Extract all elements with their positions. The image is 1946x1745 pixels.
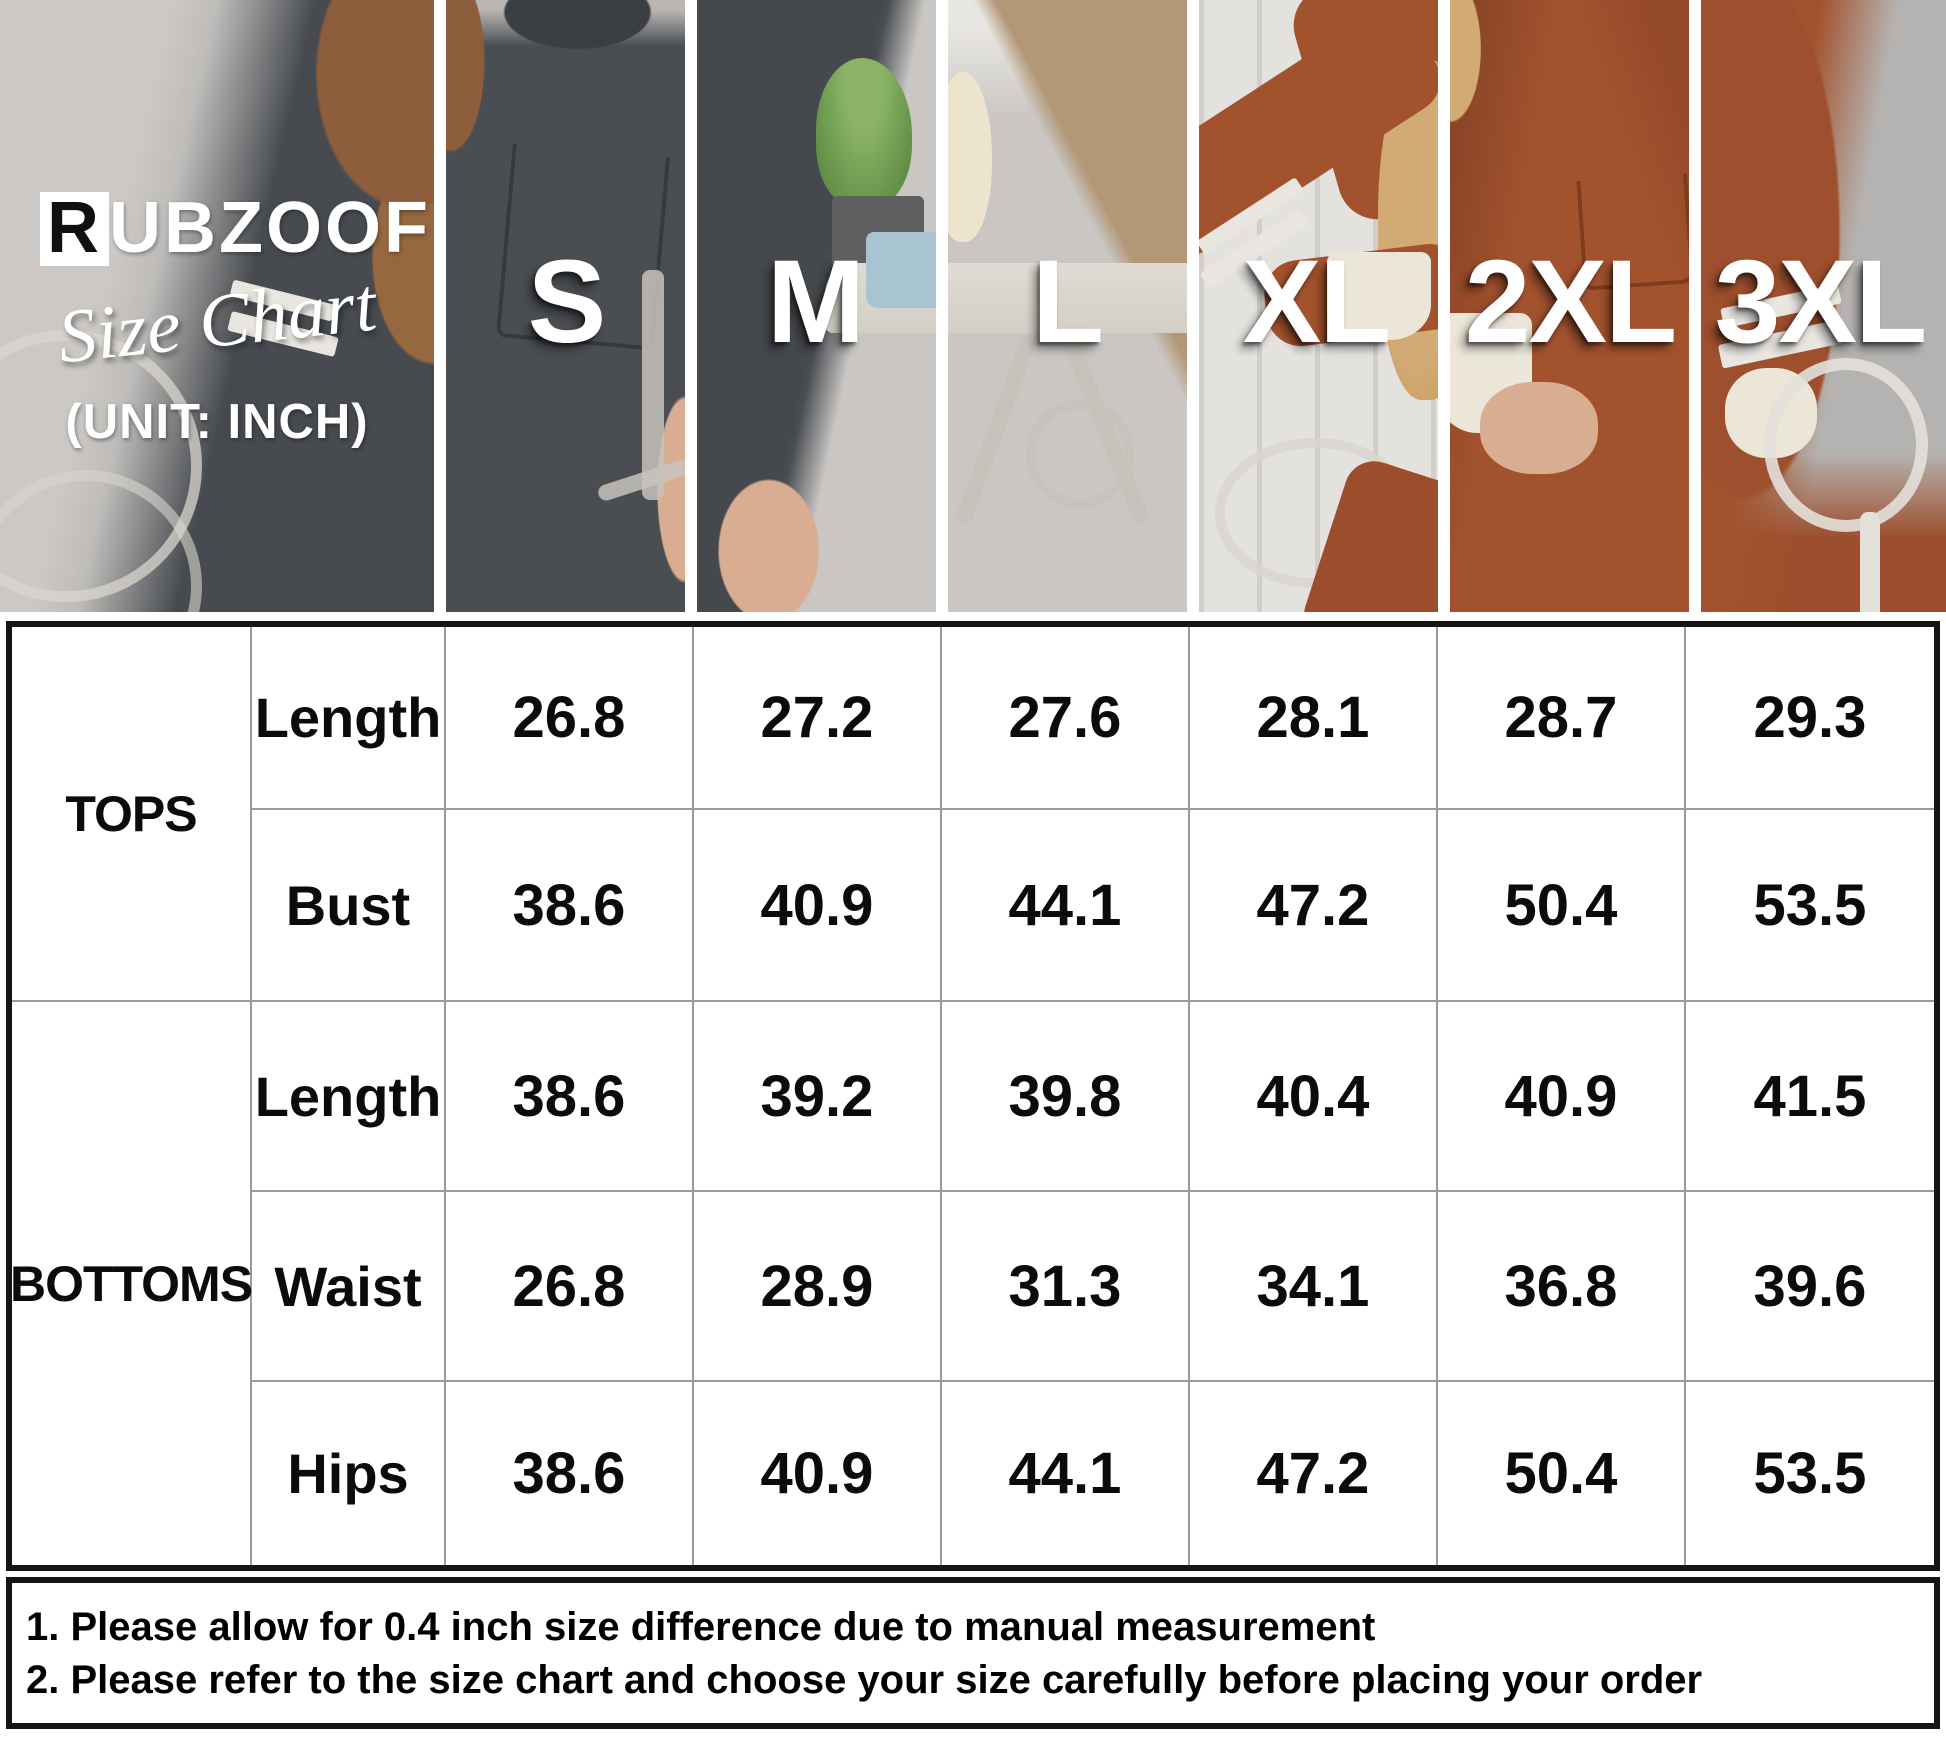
group-label-bottoms: BOTTOMS [10, 1002, 253, 1565]
note-line-2: 2. Please refer to the size chart and ch… [26, 1657, 1703, 1702]
row-label-tops-bust: Bust [252, 810, 446, 1002]
table-cell: 50.4 [1438, 810, 1686, 1002]
row-label-bottoms-length: Length [252, 1002, 446, 1192]
group-label-tops: TOPS [12, 627, 252, 1002]
table-cell: 36.8 [1438, 1192, 1686, 1382]
table-cell: 39.2 [694, 1002, 942, 1192]
plant-shape [816, 58, 912, 208]
cream-mug-shape [1327, 252, 1431, 340]
table-cell: 26.8 [446, 1192, 694, 1382]
table-scroll-shape [1026, 400, 1134, 508]
table-cell: 38.6 [446, 1382, 694, 1565]
photo-strip-3xl [1701, 0, 1946, 612]
table-cell: 41.5 [1686, 1002, 1934, 1192]
size-label-3xl: 3XL [1714, 236, 1927, 368]
size-label-xl: XL [1242, 236, 1392, 368]
brand-logo: RUBZOOF [40, 192, 431, 266]
table-cell: 28.1 [1190, 627, 1438, 810]
photo-strip-s [446, 0, 685, 612]
table-cell: 29.3 [1686, 627, 1934, 810]
table-cell: 26.8 [446, 627, 694, 810]
size-label-m: M [766, 236, 865, 368]
row-label-bottoms-hips: Hips [252, 1382, 446, 1565]
brand-first-letter: R [40, 192, 109, 266]
chair-ring-shape [1764, 358, 1928, 532]
table-cell: 34.1 [1190, 1192, 1438, 1382]
blue-mug-shape [866, 232, 936, 308]
row-label-tops-length: Length [252, 627, 446, 810]
table-cell: 53.5 [1686, 1382, 1934, 1565]
table-cell: 31.3 [942, 1192, 1190, 1382]
vase-shape [948, 72, 992, 242]
size-label-s: S [527, 236, 607, 368]
table-cell: 27.6 [942, 627, 1190, 810]
note-line-1: 1. Please allow for 0.4 inch size differ… [26, 1605, 1376, 1649]
table-cell: 40.4 [1190, 1002, 1438, 1192]
photo-band: RUBZOOF Size Chart (UNIT: INCH) [0, 0, 1946, 612]
table-cell: 39.6 [1686, 1192, 1934, 1382]
size-table: TOPS BOTTOMS Length 26.8 27.2 27.6 28.1 … [6, 621, 1940, 1571]
row-label-bottoms-waist: Waist [252, 1192, 446, 1382]
unit-label: (UNIT: INCH) [65, 395, 369, 449]
table-cell: 47.2 [1190, 810, 1438, 1002]
chair-post-shape [642, 270, 664, 500]
table-cell: 44.1 [942, 1382, 1190, 1565]
photo-strip-m [697, 0, 936, 612]
table-cell: 53.5 [1686, 810, 1934, 1002]
photo-strip-brand: RUBZOOF Size Chart (UNIT: INCH) [0, 0, 434, 612]
table-cell: 47.2 [1190, 1382, 1438, 1565]
hand-shape [1480, 382, 1598, 474]
table-cell: 28.9 [694, 1192, 942, 1382]
chair-post-shape [1860, 512, 1880, 612]
brand-tagline: Size Chart [54, 262, 380, 380]
chair-arm-shape [596, 453, 685, 503]
size-label-l: L [1031, 236, 1104, 368]
table-cell: 38.6 [446, 810, 694, 1002]
photo-strip-l [948, 0, 1187, 612]
size-label-2xl: 2XL [1464, 236, 1677, 368]
table-cell: 40.9 [694, 810, 942, 1002]
table-cell: 44.1 [942, 810, 1190, 1002]
table-leg-shape [954, 333, 1038, 527]
table-cell: 28.7 [1438, 627, 1686, 810]
photo-strip-2xl [1450, 0, 1689, 612]
table-cell: 40.9 [694, 1382, 942, 1565]
table-cell: 50.4 [1438, 1382, 1686, 1565]
tabletop-shape [948, 263, 1187, 333]
brand-rest: UBZOOF [109, 188, 431, 268]
notes-box: 1. Please allow for 0.4 inch size differ… [6, 1577, 1940, 1729]
table-cell: 40.9 [1438, 1002, 1686, 1192]
table-cell: 39.8 [942, 1002, 1190, 1192]
table-cell: 27.2 [694, 627, 942, 810]
photo-strip-xl [1199, 0, 1438, 612]
table-cell: 38.6 [446, 1002, 694, 1192]
